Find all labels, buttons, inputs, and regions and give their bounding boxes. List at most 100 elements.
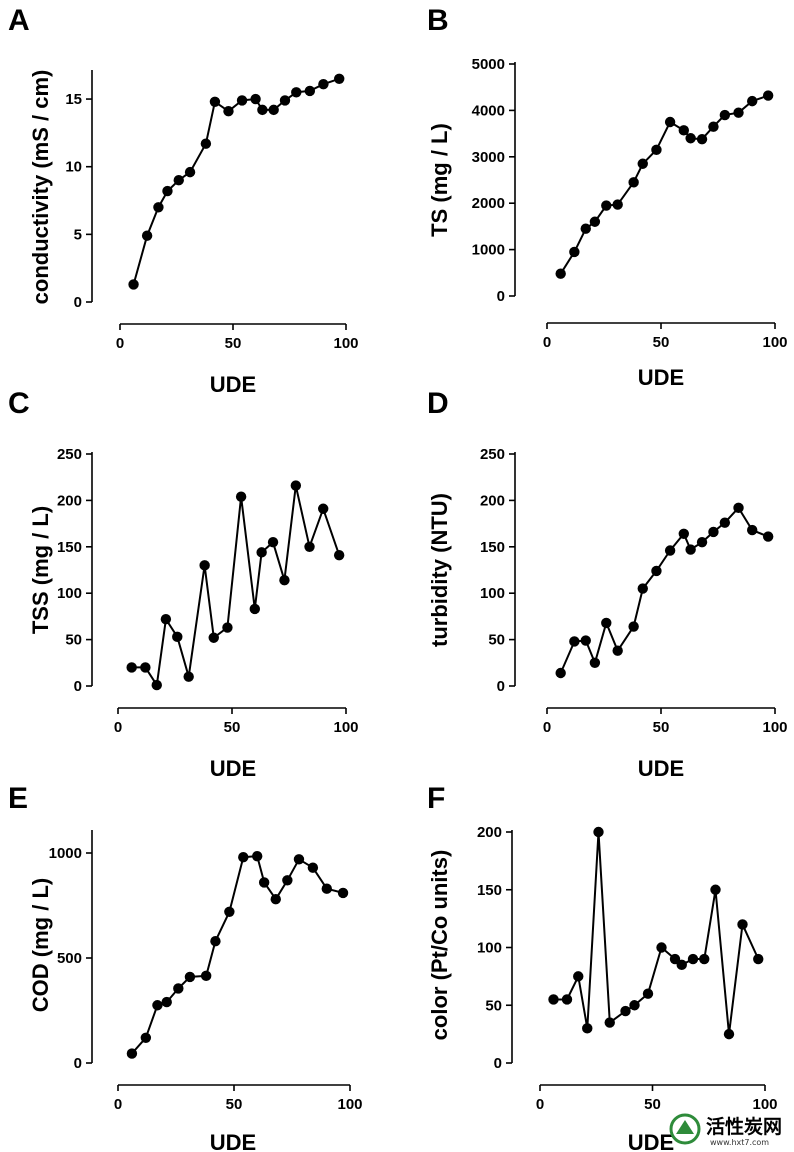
x-tick-label: 0 — [116, 335, 124, 352]
data-point — [160, 613, 172, 625]
data-point — [696, 536, 708, 548]
y-tick-label: 250 — [57, 446, 82, 463]
data-point — [222, 622, 233, 633]
series-line — [131, 484, 341, 687]
data-point — [762, 90, 774, 101]
data-point — [258, 877, 270, 888]
data-point — [582, 1023, 593, 1034]
x-tick-label: 0 — [543, 334, 551, 351]
data-point — [696, 133, 708, 145]
data-point — [183, 671, 194, 682]
data-point — [268, 104, 279, 116]
data-point — [199, 560, 210, 571]
data-point — [642, 988, 654, 999]
data-point — [126, 662, 137, 673]
data-point — [337, 887, 349, 899]
chart-panel-f: F 0 50 100 150 200 0 50 100 UDE color (Pt/Co units… — [427, 782, 778, 1152]
data-point — [333, 549, 345, 561]
x-tick-label: 50 — [644, 1096, 661, 1113]
data-point — [555, 667, 566, 679]
data-point — [678, 125, 689, 136]
watermark-tree-icon — [676, 1120, 694, 1134]
x-tick-label: 0 — [543, 719, 551, 736]
data-point — [184, 166, 196, 178]
y-tick-label: 15 — [65, 91, 82, 108]
data-point — [282, 875, 293, 886]
y-tick-label: 100 — [57, 585, 82, 602]
y-tick-label: 150 — [477, 882, 502, 899]
data-point — [719, 109, 731, 121]
data-point — [126, 1048, 138, 1059]
series-line — [132, 77, 340, 285]
y-tick-label: 0 — [74, 678, 82, 695]
x-tick-label: 100 — [337, 1096, 362, 1113]
watermark-url: www.hxt7.com — [710, 1138, 769, 1147]
data-point — [141, 230, 153, 241]
x-tick-label: 50 — [226, 1096, 243, 1113]
y-tick-label: 5 — [74, 226, 82, 243]
data-point — [224, 906, 235, 917]
data-point — [334, 73, 345, 84]
data-point — [612, 199, 623, 210]
panel-letter: C — [8, 387, 30, 420]
y-tick-label: 0 — [497, 288, 505, 305]
data-point — [153, 202, 164, 213]
data-point — [708, 526, 719, 538]
data-point — [637, 158, 648, 169]
data-point — [678, 528, 689, 540]
x-tick-label: 100 — [762, 334, 787, 351]
data-point — [561, 994, 573, 1005]
data-point — [208, 632, 219, 643]
data-point — [723, 1028, 735, 1040]
data-point — [573, 971, 584, 982]
y-tick-label: 2000 — [472, 195, 505, 212]
data-point — [580, 223, 591, 234]
data-point — [593, 826, 604, 838]
data-point — [753, 953, 764, 965]
data-point — [270, 894, 281, 905]
series-line — [559, 94, 769, 275]
x-tick-label: 50 — [225, 335, 242, 352]
data-point — [318, 503, 329, 514]
data-point — [733, 107, 744, 118]
y-tick-label: 200 — [477, 824, 502, 841]
x-tick-label: 0 — [114, 1096, 122, 1113]
y-tick-label: 50 — [488, 632, 505, 649]
data-point — [318, 78, 329, 90]
y-tick-label: 50 — [65, 632, 82, 649]
data-point — [256, 547, 267, 558]
data-point — [719, 517, 731, 528]
y-tick-label: 3000 — [472, 149, 505, 166]
panel-letter: B — [427, 4, 449, 37]
y-tick-label: 0 — [497, 678, 505, 695]
data-point — [257, 104, 268, 116]
x-tick-label: 100 — [752, 1096, 777, 1113]
data-point — [173, 983, 184, 994]
y-tick-label: 0 — [74, 1055, 82, 1072]
y-tick-label: 0 — [494, 1055, 502, 1072]
x-tick-label: 100 — [333, 719, 358, 736]
watermark-text: 活性炭网 — [706, 1115, 782, 1138]
data-point — [569, 246, 580, 258]
panel-letter: E — [8, 782, 28, 815]
data-point — [238, 852, 249, 863]
data-point — [291, 87, 302, 98]
x-tick-label: 100 — [762, 719, 787, 736]
data-point — [250, 93, 261, 105]
data-point — [669, 953, 681, 965]
data-point — [685, 133, 696, 144]
data-point — [569, 636, 580, 647]
x-axis-title: UDE — [628, 1130, 674, 1152]
y-tick-label: 100 — [480, 585, 505, 602]
data-point — [235, 491, 247, 502]
y-axis-title: TSS (mg / L) — [28, 506, 53, 634]
x-axis-title: UDE — [638, 756, 684, 781]
data-point — [620, 1005, 631, 1017]
x-tick-label: 0 — [114, 719, 122, 736]
panel-letter: F — [427, 782, 445, 815]
data-point — [200, 138, 212, 149]
data-point — [304, 85, 316, 97]
data-point — [304, 541, 315, 552]
data-point — [252, 850, 263, 862]
